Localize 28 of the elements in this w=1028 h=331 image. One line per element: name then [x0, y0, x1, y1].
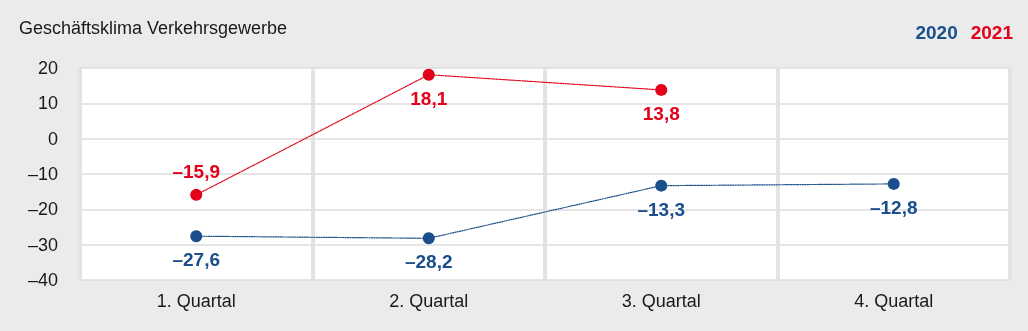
text: 2021	[970, 22, 1014, 43]
x-tick-label: 3. Quartal	[621, 291, 701, 311]
data-label: –27,6	[172, 249, 221, 271]
data-label: –13,3	[637, 198, 686, 220]
data-label: –15,9	[172, 160, 221, 182]
point	[655, 83, 668, 96]
y-tick-label: –40	[27, 270, 58, 290]
x-tick-label: 2. Quartal	[389, 291, 469, 311]
y-tick-label: –30	[27, 234, 58, 255]
data-label: –28,2	[404, 251, 453, 273]
y-tick-label: –20	[27, 199, 58, 220]
y-tick-label: 10	[37, 93, 58, 114]
data-label: 13,8	[642, 102, 680, 124]
point	[655, 179, 668, 192]
chart-title: Geschäftsklima Verkehrsgewerbe	[19, 18, 288, 38]
point	[190, 230, 203, 243]
point	[422, 68, 435, 81]
point	[190, 188, 203, 201]
data-label: –12,8	[869, 196, 918, 218]
point	[887, 177, 900, 190]
x-tick-label: 4. Quartal	[854, 291, 934, 311]
y-tick-label: 20	[37, 58, 58, 78]
data-label: 18,1	[410, 87, 448, 109]
text: 2020	[915, 22, 958, 43]
point	[422, 232, 435, 245]
y-tick-label: 0	[47, 128, 58, 149]
y-tick-label: –10	[27, 164, 58, 184]
x-tick-label: 1. Quartal	[156, 291, 236, 311]
